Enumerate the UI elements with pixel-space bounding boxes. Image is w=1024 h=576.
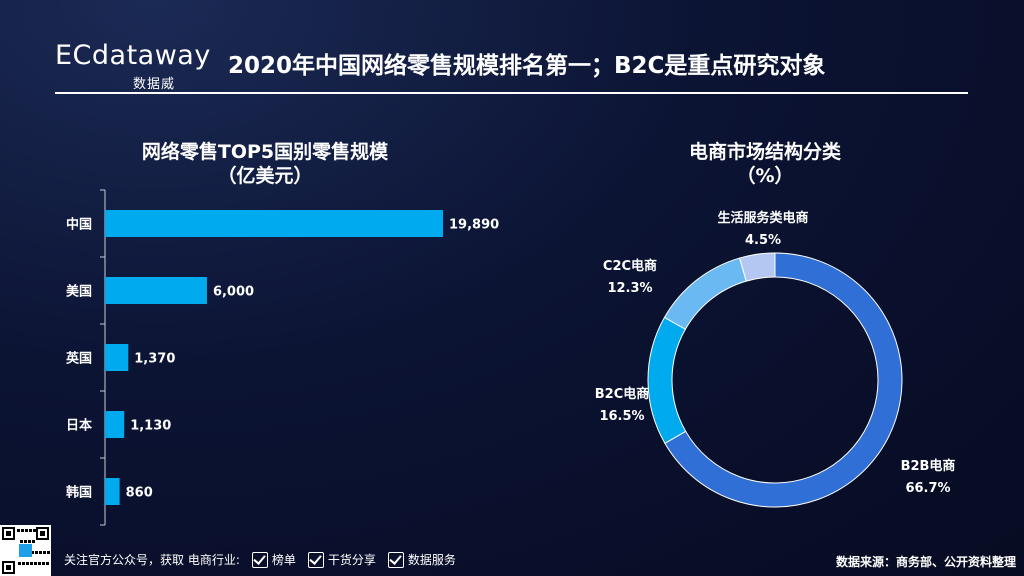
footer-check-data-service: 数据服务 <box>387 551 456 568</box>
bar-value-label: 1,130 <box>130 419 171 434</box>
qr-module <box>25 529 28 532</box>
qr-module <box>33 529 36 532</box>
qr-module <box>30 562 33 565</box>
donut-chart-title: 电商市场结构分类 （%） <box>640 140 890 188</box>
qr-module <box>46 562 49 565</box>
qr-module <box>28 540 31 543</box>
qr-module <box>34 562 37 565</box>
donut-chart-title-text: 电商市场结构分类 <box>688 141 841 163</box>
donut-slice <box>663 257 747 330</box>
donut-value-label: 66.7% <box>905 481 950 496</box>
footer-check-label: 榜单 <box>271 553 296 567</box>
qr-module <box>26 562 29 565</box>
qr-module <box>47 551 50 554</box>
footer-check-insights: 干货分享 <box>307 551 376 568</box>
footer-follow-text: 关注官方公众号，获取 电商行业: <box>64 553 240 567</box>
logo-text-en: ECdataway <box>55 40 211 71</box>
header-divider <box>55 92 968 94</box>
bar-value-label: 1,370 <box>134 352 175 367</box>
qr-module <box>43 551 46 554</box>
logo: ECdataway 数据威 <box>55 40 210 92</box>
qr-module <box>40 531 45 536</box>
qr-module <box>6 565 11 570</box>
bar-value-label: 19,890 <box>449 218 499 233</box>
bar-category-label: 中国 <box>66 217 92 233</box>
qr-module <box>39 551 42 554</box>
qr-module <box>32 540 35 543</box>
donut-value-label: 4.5% <box>745 233 781 248</box>
footer-check-ranking: 榜单 <box>251 551 296 568</box>
bar <box>105 344 129 371</box>
bar-chart-title: 网络零售TOP5国别零售规模 （亿美元） <box>100 140 430 188</box>
qr-module <box>20 540 23 543</box>
donut-category-label: B2C电商 <box>595 386 650 402</box>
qr-module <box>35 551 38 554</box>
qr-module <box>24 540 27 543</box>
checkbox-icon <box>307 551 324 568</box>
qr-module <box>18 562 21 565</box>
donut-slice <box>664 252 903 508</box>
bar-chart-subtitle: （亿美元） <box>217 165 313 187</box>
qr-module <box>21 529 24 532</box>
qr-module <box>19 544 32 557</box>
bar <box>105 411 125 438</box>
qr-module <box>42 562 45 565</box>
bar-value-label: 6,000 <box>213 285 254 300</box>
qr-pattern <box>2 527 50 574</box>
footer-follow: 关注官方公众号，获取 电商行业: 榜单 干货分享 数据服务 <box>64 551 456 568</box>
donut-category-label: B2B电商 <box>901 458 956 474</box>
bar-value-label: 860 <box>126 486 153 501</box>
qr-code <box>0 525 51 576</box>
bar <box>105 210 443 237</box>
bar <box>105 478 120 505</box>
qr-module <box>29 529 32 532</box>
qr-module <box>31 551 34 554</box>
donut-slice <box>647 316 687 444</box>
donut-slice <box>738 252 776 282</box>
checkbox-icon <box>251 551 268 568</box>
bar <box>105 277 207 304</box>
qr-module <box>6 531 11 536</box>
donut-value-label: 12.3% <box>607 281 652 296</box>
footer-check-label: 干货分享 <box>327 553 376 567</box>
footer-check-label: 数据服务 <box>407 553 456 567</box>
qr-module <box>22 562 25 565</box>
bar-category-label: 英国 <box>65 351 92 367</box>
bar-chart-title-text: 网络零售TOP5国别零售规模 <box>141 141 389 163</box>
page-title: 2020年中国网络零售规模排名第一；B2C是重点研究对象 <box>228 53 826 79</box>
bar-category-label: 美国 <box>66 284 92 300</box>
donut-category-label: 生活服务类电商 <box>717 210 808 226</box>
qr-module <box>17 529 20 532</box>
donut-value-label: 16.5% <box>599 409 644 424</box>
data-source: 数据来源：商务部、公开资料整理 <box>835 555 1016 569</box>
logo-text-cn: 数据威 <box>133 77 176 92</box>
checkbox-icon <box>387 551 404 568</box>
donut-chart-subtitle: （%） <box>736 165 794 187</box>
bar-category-label: 日本 <box>66 418 92 434</box>
bar-category-label: 韩国 <box>66 485 92 501</box>
qr-module <box>38 562 41 565</box>
donut-category-label: C2C电商 <box>603 258 657 274</box>
